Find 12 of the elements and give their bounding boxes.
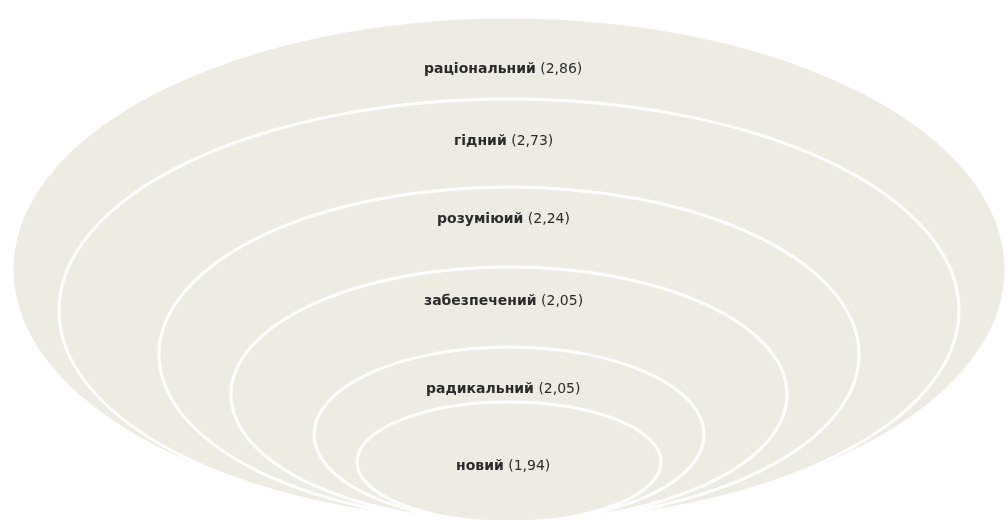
category-label: розуміюий (437, 210, 524, 226)
category-label: раціональний (424, 60, 536, 76)
data-label: (2,86) (540, 60, 583, 76)
data-label: (2,73) (511, 132, 554, 148)
data-label: (2,24) (527, 210, 570, 226)
data-label: (2,05) (538, 380, 581, 396)
category-label: гідний (454, 132, 507, 148)
data-label: (1,94) (508, 457, 551, 473)
category-label: новий (456, 457, 504, 473)
category-label: забезпечений (424, 292, 537, 308)
category-label: радикальний (426, 380, 534, 396)
data-label: (2,05) (541, 292, 584, 308)
